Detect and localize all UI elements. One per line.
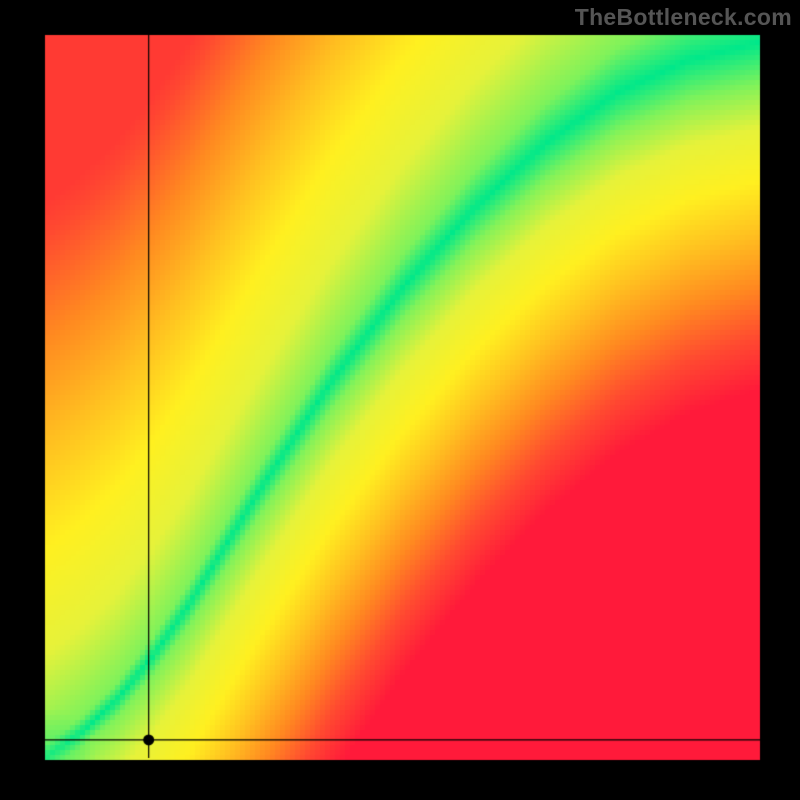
bottleneck-heatmap-canvas <box>0 0 800 800</box>
watermark-text: TheBottleneck.com <box>575 4 792 31</box>
